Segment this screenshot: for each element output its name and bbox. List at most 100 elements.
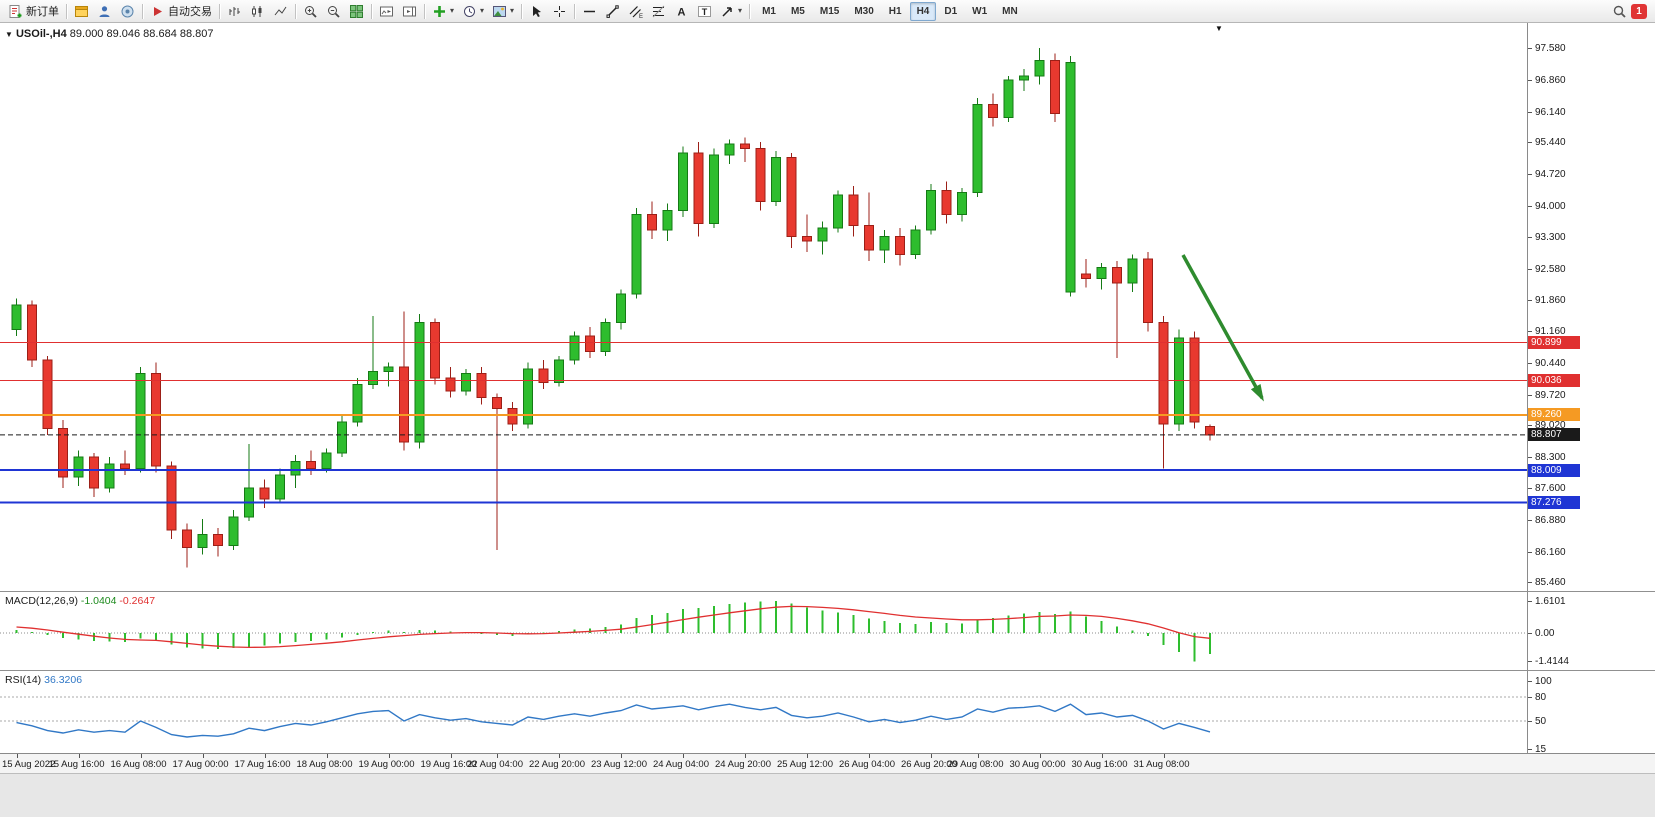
rsi-title: RSI(14) xyxy=(5,674,42,686)
axis-tick xyxy=(1528,425,1532,427)
current-price-tag: 88.807 xyxy=(1528,428,1580,442)
zoom-in-button[interactable] xyxy=(299,0,322,22)
shift-end-marker[interactable]: ▼ xyxy=(1215,24,1223,33)
timeframe-m15[interactable]: M15 xyxy=(819,5,840,17)
svg-text:T: T xyxy=(702,7,708,17)
notification-badge[interactable]: 1 xyxy=(1631,3,1647,19)
time-tick xyxy=(497,754,498,758)
cursor-button[interactable] xyxy=(525,0,548,22)
timeframe-m30[interactable]: M30 xyxy=(854,5,874,17)
bottom-strip xyxy=(0,773,1655,817)
time-axis[interactable]: 15 Aug 2022 15 Aug 16:00 16 Aug 08:00 17 Au… xyxy=(0,753,1655,773)
time-tick xyxy=(807,754,808,758)
time-tick xyxy=(16,754,18,758)
price-axis-label: 85.460 xyxy=(1535,577,1566,589)
time-axis-label: 29 Aug 08:00 xyxy=(947,759,1004,770)
tile-windows-icon xyxy=(350,4,363,18)
horizontal-line-tool-button[interactable] xyxy=(578,0,601,22)
chevron-down-icon: ▾ xyxy=(480,6,485,15)
timeframe-w1[interactable]: W1 xyxy=(972,5,988,17)
axis-tick xyxy=(1528,268,1532,270)
axis-tick xyxy=(1528,394,1532,396)
chart-symbol-header: ▼ USOil-,H4 89.000 89.046 88.684 88.807 xyxy=(5,28,214,40)
macd-axis-label: 1.6101 xyxy=(1535,595,1566,607)
hline-price-tag: 87.276 xyxy=(1528,495,1580,509)
arrows-tool-button[interactable]: ▾ xyxy=(716,0,746,22)
new-order-icon xyxy=(9,4,22,18)
timeframe-m5[interactable]: M5 xyxy=(790,5,805,17)
axis-tick xyxy=(1528,697,1532,698)
toolbar-separator xyxy=(424,3,425,19)
timeframe-h4[interactable]: H4 xyxy=(909,1,937,21)
chart-window-button[interactable] xyxy=(70,0,93,22)
search-button[interactable] xyxy=(1608,0,1631,22)
timeframe-mn[interactable]: MN xyxy=(1002,5,1018,17)
label-tool-button[interactable]: T xyxy=(693,0,716,22)
search-icon xyxy=(1613,5,1626,18)
time-tick xyxy=(450,754,452,758)
axis-tick xyxy=(1528,582,1532,584)
time-tick xyxy=(78,754,80,758)
axis-tick xyxy=(1528,457,1532,459)
chart-shift-button[interactable] xyxy=(398,0,421,22)
price-axis-label: 91.860 xyxy=(1535,295,1566,307)
line-chart-icon xyxy=(274,6,287,15)
pane-divider[interactable] xyxy=(0,670,1655,671)
timeframe-m1[interactable]: M1 xyxy=(762,5,776,17)
time-tick xyxy=(559,754,560,758)
toolbar-separator xyxy=(371,3,372,19)
template-button[interactable]: ▾ xyxy=(488,0,518,22)
chevron-down-icon: ▾ xyxy=(510,6,515,15)
trendline-icon xyxy=(606,4,619,18)
main-chart-plot[interactable] xyxy=(0,23,1527,591)
price-axis-label: 94.000 xyxy=(1535,200,1566,212)
time-tick xyxy=(1163,754,1165,758)
zoom-out-icon xyxy=(328,5,340,18)
axis-tick xyxy=(1528,79,1532,81)
collapse-icon[interactable]: ▼ xyxy=(5,30,13,39)
toolbar-separator xyxy=(521,3,523,19)
crosshair-button[interactable] xyxy=(548,0,571,22)
annotation-arrow[interactable] xyxy=(1181,254,1264,402)
candlestick-series xyxy=(11,48,1215,568)
period-button[interactable]: ▾ xyxy=(458,0,488,22)
axis-tick xyxy=(1528,633,1532,634)
tile-windows-button[interactable] xyxy=(345,0,368,22)
bar-chart-button[interactable] xyxy=(223,0,246,22)
candlestick-icon xyxy=(252,5,262,17)
timeframe-h1[interactable]: H1 xyxy=(888,5,902,17)
auto-trading-button[interactable]: 自动交易 xyxy=(146,0,216,22)
auto-scroll-button[interactable] xyxy=(375,0,398,22)
time-axis-label: 26 Aug 04:00 xyxy=(839,759,895,770)
line-chart-button[interactable] xyxy=(269,0,292,22)
new-order-button[interactable]: 新订单 xyxy=(4,0,63,22)
timeframe-d1[interactable]: D1 xyxy=(944,5,958,17)
profile-icon xyxy=(99,5,110,17)
zoom-out-button[interactable] xyxy=(322,0,345,22)
trendline-tool-button[interactable] xyxy=(601,0,624,22)
profiles-button[interactable] xyxy=(93,0,116,22)
indicators-button[interactable]: ▾ xyxy=(428,0,458,22)
candlestick-chart-button[interactable] xyxy=(246,0,269,22)
price-axis[interactable]: 97.580 96.860 96.140 95.440 94.720 94.000 93.3… xyxy=(1527,23,1655,773)
macd-plot[interactable] xyxy=(0,592,1527,670)
price-axis-label: 92.580 xyxy=(1535,263,1566,275)
price-axis-label: 86.160 xyxy=(1535,546,1566,558)
time-axis-label: 30 Aug 00:00 xyxy=(1009,759,1066,770)
rsi-value: 36.3206 xyxy=(44,674,83,686)
label-icon: T xyxy=(698,5,712,17)
text-tool-button[interactable]: A xyxy=(670,0,693,22)
axis-tick xyxy=(1528,236,1532,238)
channel-tool-button[interactable]: E xyxy=(624,0,647,22)
axis-tick xyxy=(1528,300,1532,302)
fibonacci-tool-button[interactable] xyxy=(647,0,670,22)
timeframe-toolbar: M1 M5 M15 M30 H1 H4 D1 W1 MN xyxy=(755,1,1025,21)
market-watch-button[interactable] xyxy=(116,0,139,22)
time-axis-label: 15 Aug 2022 xyxy=(2,759,56,770)
axis-tick xyxy=(1528,551,1532,553)
chevron-down-icon: ▾ xyxy=(738,6,743,15)
svg-text:A: A xyxy=(678,6,686,18)
pane-divider[interactable] xyxy=(0,591,1655,592)
rsi-plot[interactable] xyxy=(0,671,1527,753)
macd-header: MACD(12,26,9) -1.0404 -0.2647 xyxy=(5,595,155,607)
